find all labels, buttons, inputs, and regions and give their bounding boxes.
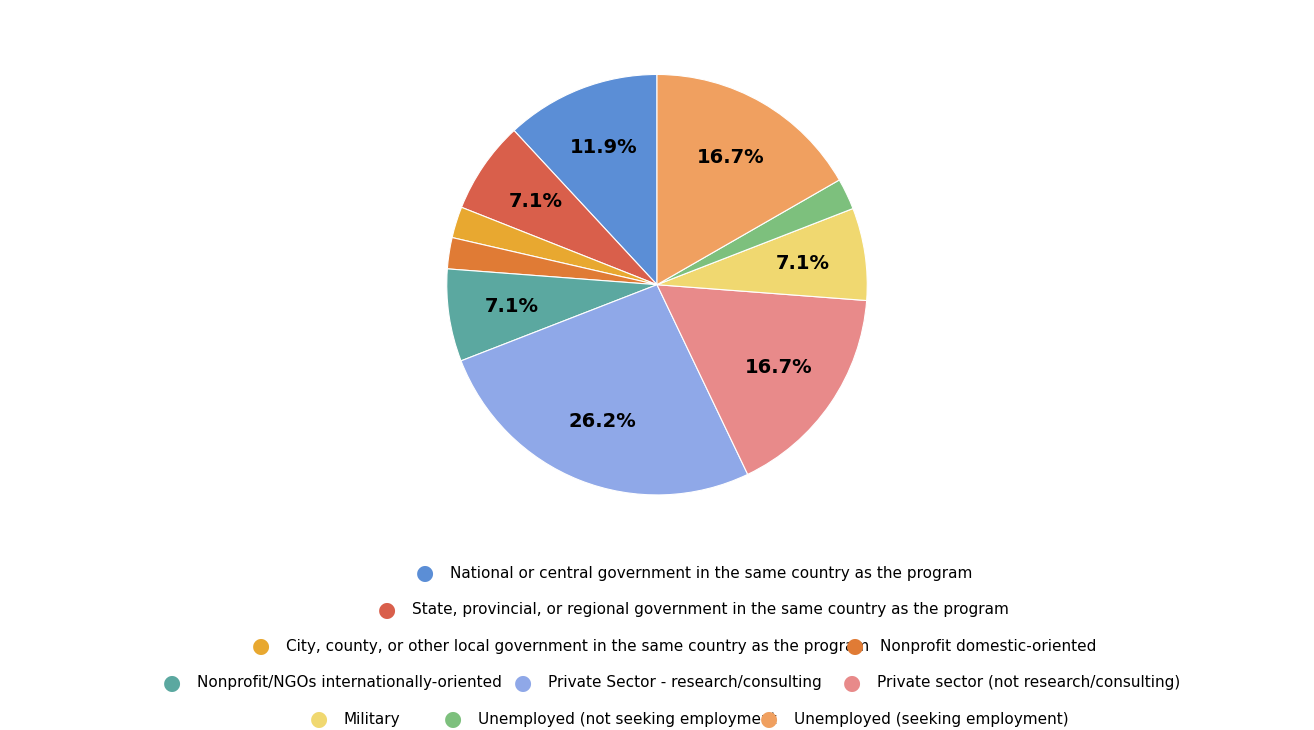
Text: State, provincial, or regional government in the same country as the program: State, provincial, or regional governmen… — [413, 602, 1009, 617]
Wedge shape — [514, 74, 657, 285]
Text: Private sector (not research/consulting): Private sector (not research/consulting) — [878, 675, 1181, 690]
Text: City, county, or other local government in the same country as the program: City, county, or other local government … — [285, 639, 869, 653]
Text: 16.7%: 16.7% — [696, 148, 765, 167]
Wedge shape — [657, 285, 867, 474]
Text: Military: Military — [344, 712, 401, 726]
Text: 16.7%: 16.7% — [745, 358, 812, 377]
Wedge shape — [447, 237, 657, 285]
Text: 11.9%: 11.9% — [569, 138, 637, 157]
Text: ●: ● — [514, 672, 532, 693]
Text: ●: ● — [310, 709, 327, 729]
Text: Unemployed (seeking employment): Unemployed (seeking employment) — [794, 712, 1068, 726]
Wedge shape — [461, 285, 748, 495]
Text: National or central government in the same country as the program: National or central government in the sa… — [451, 566, 972, 580]
Text: 26.2%: 26.2% — [569, 412, 637, 431]
Text: ●: ● — [378, 599, 397, 620]
Wedge shape — [657, 74, 840, 285]
Text: ●: ● — [163, 672, 181, 693]
Text: 7.1%: 7.1% — [509, 192, 562, 211]
Wedge shape — [452, 207, 657, 285]
Wedge shape — [657, 209, 867, 301]
Text: Nonprofit/NGOs internationally-oriented: Nonprofit/NGOs internationally-oriented — [197, 675, 502, 690]
Text: ●: ● — [417, 563, 435, 583]
Text: ●: ● — [844, 672, 862, 693]
Text: Private Sector - research/consulting: Private Sector - research/consulting — [548, 675, 821, 690]
Text: Nonprofit domestic-oriented: Nonprofit domestic-oriented — [880, 639, 1096, 653]
Text: ●: ● — [759, 709, 778, 729]
Text: 7.1%: 7.1% — [775, 253, 829, 272]
Text: 7.1%: 7.1% — [485, 297, 539, 316]
Wedge shape — [657, 180, 853, 285]
Text: ●: ● — [251, 636, 269, 656]
Wedge shape — [461, 131, 657, 285]
Text: Unemployed (not seeking employment: Unemployed (not seeking employment — [478, 712, 777, 726]
Text: ●: ● — [444, 709, 463, 729]
Wedge shape — [447, 269, 657, 361]
Text: ●: ● — [846, 636, 863, 656]
